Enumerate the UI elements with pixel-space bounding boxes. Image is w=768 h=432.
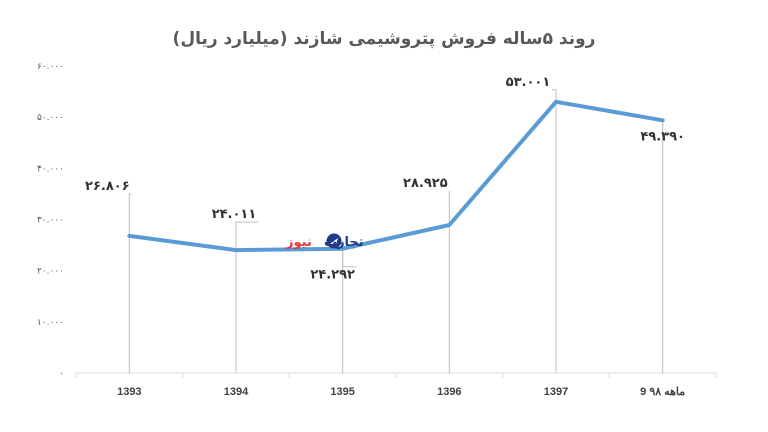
y-tick-label: ۶۰.۰۰۰ bbox=[37, 62, 64, 72]
y-axis: ۰ ۱۰.۰۰۰ ۲۰.۰۰۰ ۳۰.۰۰۰ ۴۰.۰۰۰ ۵۰.۰۰۰ ۶۰.۰۰۰ bbox=[37, 62, 64, 379]
data-label-leader bbox=[128, 193, 132, 236]
y-tick-label: ۴۰.۰۰۰ bbox=[37, 164, 64, 174]
data-label: ۴۹.۳۹۰ bbox=[640, 129, 685, 144]
data-label: ۵۳.۰۰۱ bbox=[506, 75, 551, 90]
x-tick-label: 1397 bbox=[544, 386, 568, 398]
data-label: ۲۸.۹۲۵ bbox=[403, 176, 448, 191]
data-label: ۲۶.۸۰۶ bbox=[85, 179, 130, 194]
x-axis: 1393 1394 1395 1396 1397 9 ماهه ۹۸ bbox=[75, 372, 717, 398]
logo-arrow-icon bbox=[330, 238, 338, 244]
series-line-group bbox=[127, 99, 665, 253]
x-tick-label: 1395 bbox=[330, 386, 354, 398]
y-tick-label: ۱۰.۰۰۰ bbox=[37, 318, 64, 328]
y-tick-label: ۵۰.۰۰۰ bbox=[37, 113, 64, 123]
data-labels: ۲۶.۸۰۶ ۲۴.۰۱۱ ۲۴.۲۹۲ ۲۸.۹۲۵ ۵۳.۰۰۱ ۴۹.۳۹۰ bbox=[85, 75, 685, 283]
watermark-logo: تجارت نیوز bbox=[285, 233, 364, 250]
data-label-leaders bbox=[128, 89, 664, 373]
series-line bbox=[127, 99, 665, 253]
y-tick-label: ۳۰.۰۰۰ bbox=[37, 216, 64, 226]
y-tick-label: ۰ bbox=[59, 369, 64, 379]
data-label: ۲۴.۲۹۲ bbox=[310, 268, 355, 283]
data-label-leader bbox=[342, 248, 357, 268]
watermark-text-1: تجارت bbox=[324, 235, 364, 250]
chart-title: روند ۵ساله فروش پتروشیمی شازند (میلیارد … bbox=[173, 29, 596, 49]
data-label-leader bbox=[235, 221, 258, 251]
data-label-leader bbox=[552, 89, 557, 102]
x-tick-label: 9 ماهه ۹۸ bbox=[640, 386, 685, 398]
y-tick-label: ۲۰.۰۰۰ bbox=[37, 267, 64, 277]
x-tick-label: 1396 bbox=[437, 386, 461, 398]
data-label: ۲۴.۰۱۱ bbox=[212, 207, 257, 222]
watermark-text-2: نیوز bbox=[285, 235, 312, 250]
x-tick-label: 1394 bbox=[224, 386, 249, 398]
svg-text:تجارت: تجارت bbox=[324, 235, 364, 250]
x-tick-label: 1393 bbox=[117, 386, 141, 398]
svg-text:نیوز: نیوز bbox=[285, 235, 312, 250]
